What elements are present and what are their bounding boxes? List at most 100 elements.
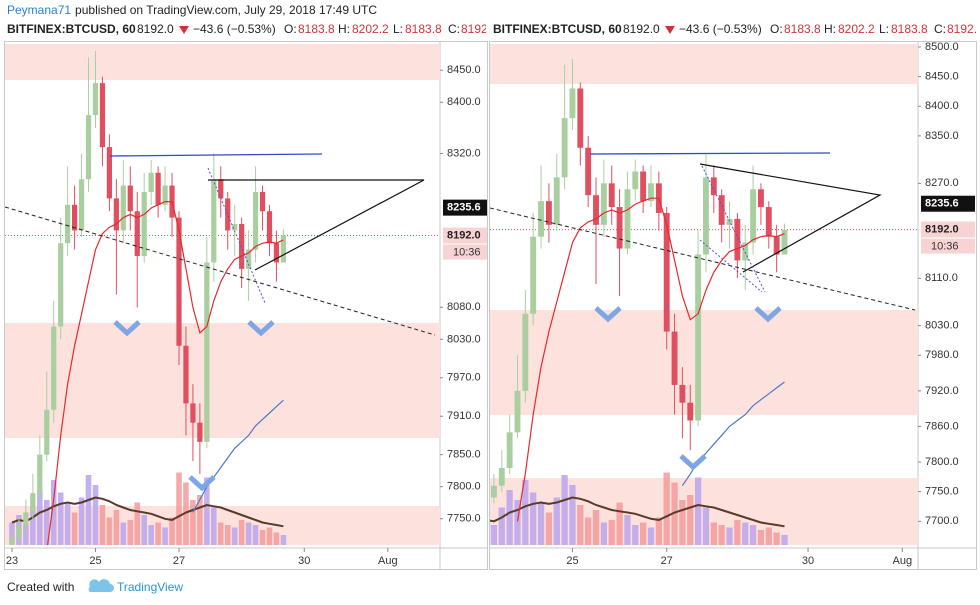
volume-bar <box>718 525 725 545</box>
x-tick-label: 27 <box>173 555 185 567</box>
candle-body <box>155 172 161 205</box>
volume-bar <box>266 527 273 545</box>
y-tick-label: 8030.0 <box>925 320 959 332</box>
candle-body <box>671 331 678 385</box>
y-tick-label: 8110.0 <box>925 272 958 284</box>
candle-body <box>71 204 78 231</box>
volume-bar <box>92 485 99 545</box>
volume-bar <box>183 482 189 545</box>
dotted-trend <box>207 167 266 304</box>
candle-body <box>23 512 29 526</box>
y-tick-label: 7970.0 <box>447 372 481 384</box>
volume-bar <box>176 472 182 545</box>
volume-bar <box>245 522 252 545</box>
volume-bar <box>197 495 203 545</box>
candle-body <box>148 172 154 192</box>
author[interactable]: Peymana71 <box>7 3 71 17</box>
candle-body <box>585 147 592 196</box>
volume-bar <box>608 520 615 545</box>
volume-bar <box>765 527 772 545</box>
volume-bar <box>585 517 592 545</box>
brand[interactable]: TradingView <box>117 580 183 594</box>
ohlc-key: O: <box>284 22 297 36</box>
volume-bar <box>569 485 576 545</box>
price-label: 8235.6 <box>447 202 481 214</box>
down-arrow <box>665 26 675 34</box>
ma-line <box>516 197 785 522</box>
volume-bar <box>498 507 505 545</box>
ohlc-key: C: <box>934 22 946 36</box>
countdown: 10:36 <box>453 246 481 258</box>
ohlc-value: 8183.8 <box>891 22 928 36</box>
ohlc-value: 8183.8 <box>405 22 442 36</box>
candle-body <box>273 243 280 263</box>
footer-text: Created with <box>7 580 74 594</box>
candle-body <box>545 201 552 225</box>
chevron <box>754 306 782 323</box>
zone <box>5 323 440 438</box>
volume-bar <box>231 527 238 545</box>
x-tick-label: 27 <box>661 555 673 567</box>
volume-bar <box>50 480 57 545</box>
price-label: 8235.6 <box>925 198 959 210</box>
volume-bar <box>224 525 231 545</box>
candle-body <box>58 243 64 327</box>
dashed-trend <box>5 206 436 336</box>
down-arrow <box>179 26 189 34</box>
candle-body <box>204 262 210 442</box>
volume-bar <box>280 535 287 545</box>
volume-bar <box>522 480 529 545</box>
candle-body <box>593 195 599 225</box>
candle-body <box>703 177 709 255</box>
volume-bar <box>592 510 600 545</box>
volume-bar <box>155 522 161 545</box>
x-tick-label: Aug <box>378 555 398 567</box>
candle-body <box>106 147 113 199</box>
volume-bar <box>647 527 655 545</box>
candle-body <box>232 224 238 231</box>
candle-body <box>211 179 217 263</box>
candle-body <box>695 254 702 421</box>
candle-body <box>553 177 560 225</box>
volume-bar <box>190 500 196 545</box>
y-tick-label: 8500.0 <box>925 41 959 53</box>
ohlc-key: L: <box>393 22 403 36</box>
price-box <box>443 227 487 244</box>
byline: Peymana71 published on TradingView.com, J… <box>7 3 377 17</box>
volume-ma-line <box>11 496 284 528</box>
volume-bar <box>781 535 788 545</box>
last: 8192.0 <box>623 22 660 36</box>
candle-body <box>648 183 654 202</box>
volume-bar <box>577 505 584 545</box>
volume-bar <box>655 517 662 545</box>
candle-body <box>197 422 203 442</box>
y-tick-label: 8270.0 <box>925 177 959 189</box>
dashed-trend <box>490 207 916 311</box>
candle-body <box>577 88 584 148</box>
panel <box>489 41 977 570</box>
volume-bar <box>742 522 749 545</box>
volume-bar <box>57 492 64 545</box>
volume-bar <box>141 515 147 545</box>
volume-bar <box>127 520 134 545</box>
logo <box>88 579 114 592</box>
axes: 8500.0 8450.0 8400.0 8350.0 8270.0 8110.0 8030… <box>566 41 975 567</box>
x-tick-label: 25 <box>89 555 101 567</box>
candle-body <box>176 217 182 346</box>
volume-bar <box>475 523 481 546</box>
candle-body <box>266 211 273 244</box>
candle-body <box>687 402 694 421</box>
plot <box>475 58 918 546</box>
candle-body <box>78 179 85 231</box>
candle-body <box>498 467 505 486</box>
countdown-box <box>921 238 975 254</box>
candle-body <box>183 345 189 404</box>
candle-body <box>85 115 92 180</box>
candle-body <box>225 198 231 231</box>
candle-body <box>600 183 607 225</box>
candle-body <box>120 185 126 231</box>
candle-body <box>92 83 99 116</box>
volume-bar <box>639 522 647 545</box>
volume-bar <box>211 507 217 545</box>
